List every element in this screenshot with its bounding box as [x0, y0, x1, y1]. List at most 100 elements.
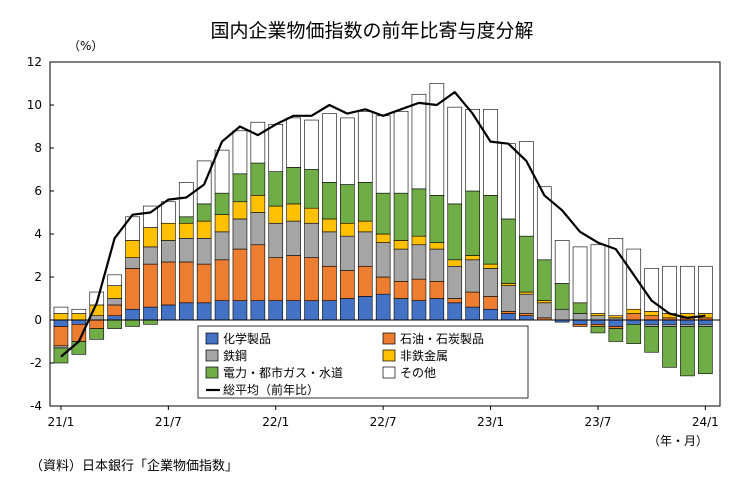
x-unit-label: （年・月） — [648, 434, 708, 448]
x-tick-label: 21/1 — [47, 415, 74, 429]
bar-segment — [268, 171, 284, 207]
bar-segment — [322, 113, 337, 183]
y-tick-label: 2 — [34, 270, 42, 284]
bar-segment — [680, 265, 695, 314]
bar-segment — [125, 319, 140, 327]
bar-segment — [304, 257, 319, 301]
legend-swatch — [205, 366, 219, 379]
bar-segment — [161, 201, 176, 224]
y-tick-label: 0 — [34, 313, 42, 327]
bar-segment — [322, 265, 337, 301]
bar-segment — [178, 222, 194, 239]
bar-segment — [393, 192, 409, 241]
bar-segment — [322, 231, 337, 267]
bar-segment — [357, 296, 373, 321]
bar-segment — [411, 235, 427, 246]
bar-segment — [590, 313, 606, 316]
bar-segment — [608, 328, 624, 342]
bar-segment — [322, 182, 337, 220]
bar-segment — [483, 268, 498, 297]
bar-segment — [393, 298, 409, 321]
bar-segment — [89, 319, 105, 329]
bar-segment — [340, 117, 355, 185]
bar-segment — [375, 242, 391, 278]
bar-segment — [250, 195, 266, 213]
bar-segment — [698, 319, 713, 325]
bar-segment — [662, 323, 677, 327]
bar-segment — [304, 222, 319, 258]
bar-segment — [572, 313, 588, 321]
bar-segment — [411, 300, 427, 321]
bar-segment — [393, 111, 409, 194]
bar-segment — [429, 83, 445, 196]
bar-segment — [107, 304, 122, 317]
bar-segment — [196, 220, 212, 239]
y-tick-label: 8 — [34, 141, 42, 155]
bar-segment — [250, 121, 266, 164]
bar-segment — [268, 300, 284, 321]
bar-segment — [357, 182, 373, 222]
bar-segment — [125, 240, 140, 258]
bar-segment — [698, 326, 713, 375]
bar-segment — [393, 248, 409, 282]
x-tick-label: 22/7 — [370, 415, 397, 429]
bar-segment — [304, 169, 319, 209]
legend-label: 電力・都市ガス・水道 — [223, 365, 343, 380]
bar-segment — [465, 255, 480, 261]
bar-segment — [71, 319, 87, 325]
bar-segment — [232, 300, 248, 321]
bar-segment — [698, 323, 713, 327]
legend-label: 化学製品 — [223, 331, 271, 346]
x-tick-label: 24/1 — [692, 415, 719, 429]
bar-segment — [536, 300, 552, 304]
bar-segment — [143, 306, 158, 321]
bar-segment — [590, 323, 606, 327]
bar-segment — [250, 244, 266, 301]
bar-segment — [196, 302, 212, 321]
legend-swatch — [382, 332, 396, 345]
bar-segment — [501, 283, 516, 286]
bar-segment — [161, 261, 176, 306]
bar-segment — [447, 265, 463, 299]
bar-segment — [196, 263, 212, 304]
bar-segment — [501, 143, 516, 220]
bar-segment — [411, 278, 427, 301]
legend-label: 総平均（前年比） — [223, 382, 319, 397]
bar-segment — [536, 259, 552, 301]
bar-segment — [178, 261, 194, 304]
bar-segment — [161, 222, 176, 241]
bar-segment — [554, 308, 570, 321]
bar-segment — [465, 259, 480, 293]
bar-segment — [644, 323, 659, 327]
y-tick-label: -2 — [30, 356, 42, 370]
y-tick-label: 12 — [27, 55, 42, 69]
bar-segment — [483, 308, 498, 321]
bar-segment — [53, 306, 69, 314]
bar-segment — [375, 115, 391, 194]
bar-segment — [626, 323, 642, 344]
bar-segment — [286, 117, 301, 168]
bar-segment — [375, 276, 391, 295]
bar-segment — [519, 315, 534, 321]
legend-swatch — [382, 366, 396, 379]
legend-swatch — [205, 349, 219, 362]
bar-segment — [429, 195, 445, 243]
bar-segment — [357, 220, 373, 233]
bar-segment — [268, 124, 284, 172]
bar-segment — [608, 319, 624, 327]
bar-segment — [125, 257, 140, 269]
bar-segment — [447, 106, 463, 205]
chart-title: 国内企業物価指数の前年比寄与度分解 — [210, 20, 533, 42]
bar-segment — [393, 240, 409, 250]
bar-segment — [53, 313, 69, 321]
bar-segment — [519, 313, 534, 316]
bar-segment — [125, 216, 140, 241]
bar-segment — [375, 233, 391, 243]
bar-segment — [375, 293, 391, 321]
bar-segment — [250, 162, 266, 196]
bar-segment — [125, 268, 140, 310]
bar-segment — [250, 212, 266, 246]
bar-segment — [286, 167, 301, 205]
bar-segment — [680, 323, 695, 327]
bar-segment — [662, 319, 677, 325]
